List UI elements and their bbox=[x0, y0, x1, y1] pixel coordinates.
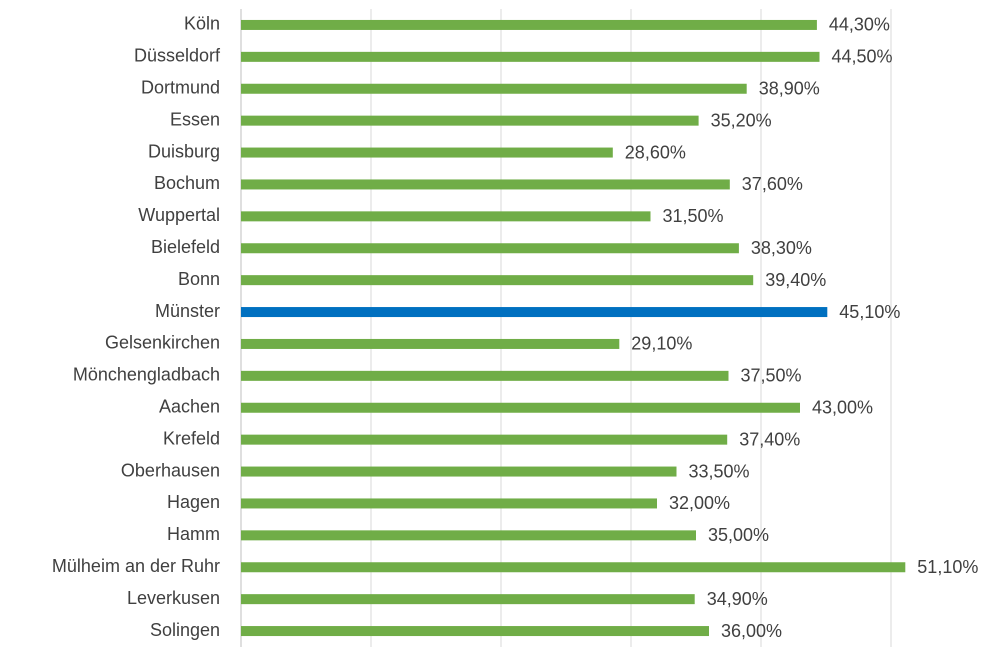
category-label: Duisburg bbox=[148, 141, 220, 161]
data-label: 29,10% bbox=[631, 334, 692, 354]
data-label: 45,10% bbox=[839, 302, 900, 322]
category-label: Mülheim an der Ruhr bbox=[52, 556, 220, 576]
category-label: Düsseldorf bbox=[134, 46, 221, 66]
bar bbox=[241, 275, 754, 286]
data-label: 38,90% bbox=[759, 79, 820, 99]
data-label: 37,40% bbox=[739, 429, 800, 449]
category-label: Gelsenkirchen bbox=[105, 333, 220, 353]
bar bbox=[241, 83, 747, 94]
bar bbox=[241, 562, 906, 573]
data-label: 34,90% bbox=[707, 589, 768, 609]
bar bbox=[241, 530, 696, 541]
category-label: Solingen bbox=[150, 620, 220, 640]
data-label: 35,20% bbox=[711, 110, 772, 130]
data-label: 28,60% bbox=[625, 142, 686, 162]
category-label: Krefeld bbox=[163, 428, 220, 448]
category-label: Mönchengladbach bbox=[73, 365, 220, 385]
category-label: Oberhausen bbox=[121, 460, 220, 480]
bar bbox=[241, 434, 728, 445]
bar bbox=[241, 307, 828, 318]
data-label: 31,50% bbox=[663, 206, 724, 226]
bar bbox=[241, 594, 695, 605]
data-label: 36,00% bbox=[721, 621, 782, 641]
category-label: Bielefeld bbox=[151, 237, 220, 257]
category-label: Bonn bbox=[178, 269, 220, 289]
bar bbox=[241, 179, 730, 190]
bar bbox=[241, 211, 651, 222]
category-label: Dortmund bbox=[141, 78, 220, 98]
bar bbox=[241, 466, 677, 477]
bar bbox=[241, 147, 613, 158]
category-label: Wuppertal bbox=[138, 205, 220, 225]
bar bbox=[241, 51, 820, 62]
bar bbox=[241, 115, 699, 126]
bar bbox=[241, 19, 817, 30]
data-label: 32,00% bbox=[669, 493, 730, 513]
data-label: 38,30% bbox=[751, 238, 812, 258]
bar bbox=[241, 626, 709, 637]
bar bbox=[241, 338, 620, 349]
data-label: 37,50% bbox=[741, 366, 802, 386]
data-label: 44,50% bbox=[832, 47, 893, 67]
bar bbox=[241, 402, 800, 413]
bar bbox=[241, 243, 739, 254]
category-label: Bochum bbox=[154, 173, 220, 193]
bar bbox=[241, 498, 657, 509]
category-label: Hamm bbox=[167, 524, 220, 544]
data-label: 39,40% bbox=[765, 270, 826, 290]
data-label: 44,30% bbox=[829, 15, 890, 35]
category-label: Köln bbox=[184, 14, 220, 34]
data-label: 37,60% bbox=[742, 174, 803, 194]
bar bbox=[241, 370, 729, 381]
data-label: 33,50% bbox=[689, 461, 750, 481]
category-label: Leverkusen bbox=[127, 588, 220, 608]
category-label: Münster bbox=[155, 301, 220, 321]
data-label: 51,10% bbox=[917, 557, 978, 577]
category-label: Essen bbox=[170, 109, 220, 129]
category-label: Hagen bbox=[167, 492, 220, 512]
category-label: Aachen bbox=[159, 397, 220, 417]
data-label: 35,00% bbox=[708, 525, 769, 545]
data-label: 43,00% bbox=[812, 398, 873, 418]
